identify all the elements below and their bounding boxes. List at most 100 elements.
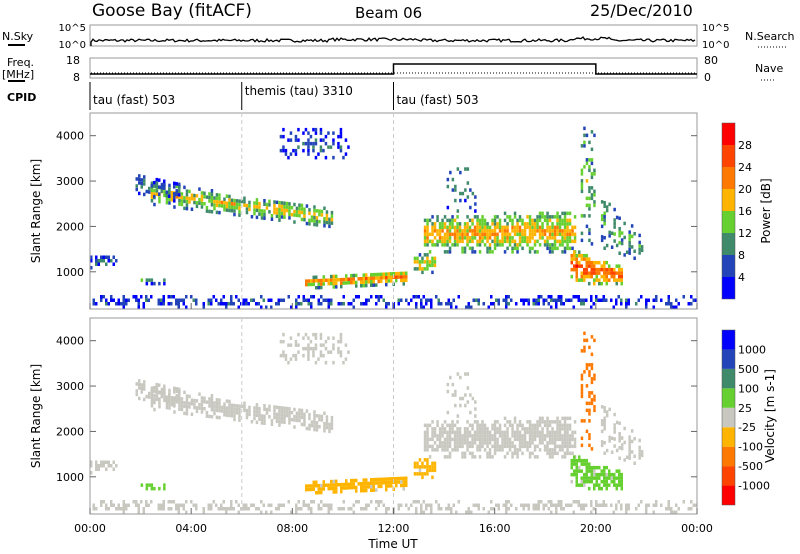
velocity-cell bbox=[372, 481, 375, 485]
power-cell bbox=[608, 202, 611, 207]
power-cell bbox=[92, 298, 95, 302]
power-cell bbox=[440, 302, 443, 306]
velocity-cell bbox=[167, 507, 170, 511]
power-cell bbox=[585, 133, 589, 138]
velocity-cell bbox=[543, 434, 547, 438]
velocity-cell bbox=[558, 444, 562, 449]
power-cell bbox=[503, 218, 507, 223]
power-cell bbox=[620, 281, 623, 286]
power-cell bbox=[585, 253, 588, 258]
velocity-cell bbox=[563, 455, 567, 459]
velocity-cell bbox=[551, 441, 554, 445]
power-cell bbox=[158, 196, 161, 200]
velocity-cell bbox=[150, 388, 153, 393]
power-cell bbox=[446, 250, 449, 254]
power-cell bbox=[337, 141, 340, 146]
velocity-cell bbox=[640, 450, 644, 454]
velocity-cell bbox=[515, 507, 518, 511]
velocity-cell bbox=[571, 451, 574, 456]
velocity-cell bbox=[546, 416, 549, 421]
power-cell bbox=[155, 181, 158, 185]
power-cell bbox=[163, 183, 166, 187]
velocity-cell bbox=[583, 483, 586, 487]
power-cell bbox=[518, 232, 522, 237]
velocity-cell bbox=[456, 372, 460, 376]
velocity-cell bbox=[312, 480, 315, 485]
power-cell bbox=[563, 246, 567, 251]
velocity-cell bbox=[628, 445, 631, 450]
power-cell bbox=[493, 215, 497, 219]
power-cell bbox=[496, 232, 499, 237]
velocity-cell bbox=[590, 479, 593, 484]
velocity-cell bbox=[90, 464, 93, 468]
power-cell bbox=[538, 225, 542, 230]
power-cell bbox=[546, 211, 549, 216]
velocity-cell bbox=[553, 430, 557, 435]
velocity-cell bbox=[580, 479, 583, 484]
power-cell bbox=[300, 210, 304, 215]
velocity-cell bbox=[175, 397, 178, 402]
power-cell bbox=[205, 205, 209, 210]
power-cell bbox=[453, 243, 457, 247]
cpid-label: CPID bbox=[7, 91, 36, 104]
power-cell bbox=[117, 302, 120, 306]
velocity-cell bbox=[330, 483, 333, 487]
velocity-cell bbox=[308, 413, 311, 417]
velocity-cell bbox=[312, 350, 315, 354]
velocity-cell bbox=[453, 430, 457, 435]
velocity-cell bbox=[446, 423, 449, 428]
power-cell bbox=[448, 236, 452, 240]
power-cell bbox=[177, 302, 180, 306]
velocity-cell bbox=[488, 451, 492, 456]
velocity-cell bbox=[580, 391, 584, 395]
velocity-cell bbox=[390, 477, 393, 481]
power-cell bbox=[605, 274, 608, 279]
velocity-cell bbox=[556, 427, 559, 431]
velocity-cell bbox=[496, 430, 499, 435]
power-cell bbox=[360, 277, 363, 281]
power-cell bbox=[593, 264, 596, 268]
velocity-cell bbox=[618, 421, 621, 425]
power-cell bbox=[257, 302, 260, 306]
power-cell bbox=[471, 229, 474, 233]
power-cell bbox=[207, 298, 210, 302]
power-cell bbox=[483, 218, 487, 223]
velocity-cell bbox=[253, 409, 256, 414]
power-cell bbox=[481, 225, 484, 230]
velocity-cell bbox=[478, 444, 482, 449]
power-cell bbox=[163, 278, 166, 282]
power-cell bbox=[478, 225, 482, 230]
velocity-cell bbox=[230, 403, 234, 407]
velocity-cell bbox=[150, 400, 154, 404]
velocity-cell bbox=[263, 407, 266, 411]
x-tick-label: 20:00 bbox=[580, 522, 612, 535]
velocity-cell bbox=[516, 427, 519, 431]
velocity-cell bbox=[220, 507, 223, 511]
power-cell bbox=[590, 260, 593, 265]
power-cell bbox=[558, 239, 562, 244]
power-cell bbox=[556, 211, 559, 216]
power-cell bbox=[332, 285, 335, 289]
velocity-cell bbox=[233, 407, 236, 411]
velocity-cell bbox=[585, 429, 589, 434]
power-cell bbox=[516, 225, 519, 230]
velocity-cell bbox=[365, 503, 368, 507]
velocity-cell bbox=[518, 437, 522, 442]
velocity-cell bbox=[458, 444, 462, 449]
power-cell bbox=[426, 239, 429, 244]
velocity-cell bbox=[551, 455, 554, 459]
power-cell bbox=[285, 205, 289, 209]
velocity-cell bbox=[158, 486, 161, 491]
velocity-cell bbox=[313, 413, 316, 418]
velocity-cell bbox=[563, 451, 567, 456]
velocity-cell bbox=[92, 507, 95, 511]
power-cell bbox=[461, 191, 465, 196]
power-cell bbox=[330, 274, 333, 279]
power-cell bbox=[117, 298, 120, 302]
velocity-cell bbox=[380, 477, 383, 482]
velocity-cell bbox=[285, 406, 289, 411]
power-cell bbox=[357, 277, 360, 281]
power-cell bbox=[463, 236, 467, 240]
power-cell bbox=[541, 232, 544, 237]
